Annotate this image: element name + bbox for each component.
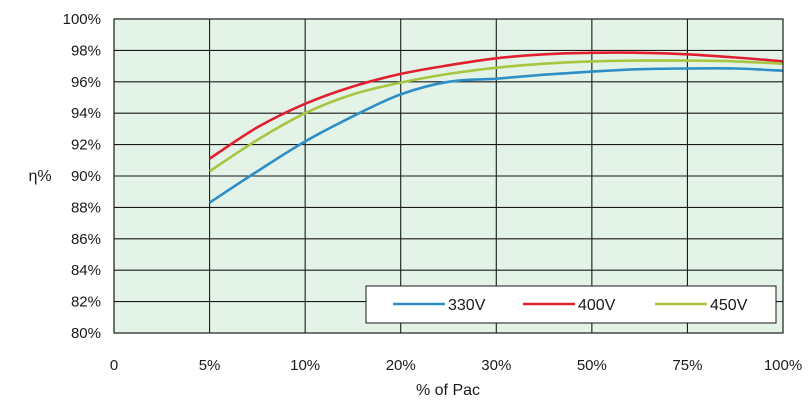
y-tick-label: 88%: [71, 199, 101, 216]
x-tick-label: 100%: [764, 357, 802, 374]
y-tick-label: 84%: [71, 262, 101, 279]
y-tick-label: 92%: [71, 137, 101, 154]
y-tick-label: 80%: [71, 325, 101, 342]
y-tick-label: 94%: [71, 105, 101, 122]
y-tick-label: 90%: [71, 168, 101, 185]
y-tick-label: 86%: [71, 231, 101, 248]
x-tick-label: 0: [110, 357, 118, 374]
y-tick-label: 100%: [63, 11, 101, 28]
series-line-400v: [208, 51, 784, 160]
x-tick-label: 75%: [672, 357, 702, 374]
series-line-330v: [208, 66, 784, 204]
plot-border: [113, 18, 784, 334]
series-line-450v: [208, 59, 784, 173]
x-tick-labels: 0 5% 10% 20% 30% 50% 75% 100%: [110, 357, 802, 374]
legend-label: 400V: [578, 297, 616, 314]
x-tick-label: 10%: [290, 357, 320, 374]
x-tick-label: 5%: [199, 357, 221, 374]
x-axis-label: % of Pac: [416, 382, 480, 399]
y-tick-labels: 80% 82% 84% 86% 88% 90% 92% 94% 96% 98% 100%: [63, 11, 101, 342]
y-tick-label: 82%: [71, 294, 101, 311]
legend-label: 330V: [448, 297, 486, 314]
x-tick-label: 30%: [481, 357, 511, 374]
legend: 330V 400V 450V: [365, 285, 777, 324]
x-tick-label: 50%: [577, 357, 607, 374]
legend-label: 450V: [710, 297, 748, 314]
x-tick-label: 20%: [386, 357, 416, 374]
y-axis-label: η%: [28, 168, 51, 185]
y-tick-label: 98%: [71, 42, 101, 59]
series-lines: [208, 51, 784, 204]
y-tick-label: 96%: [71, 74, 101, 91]
